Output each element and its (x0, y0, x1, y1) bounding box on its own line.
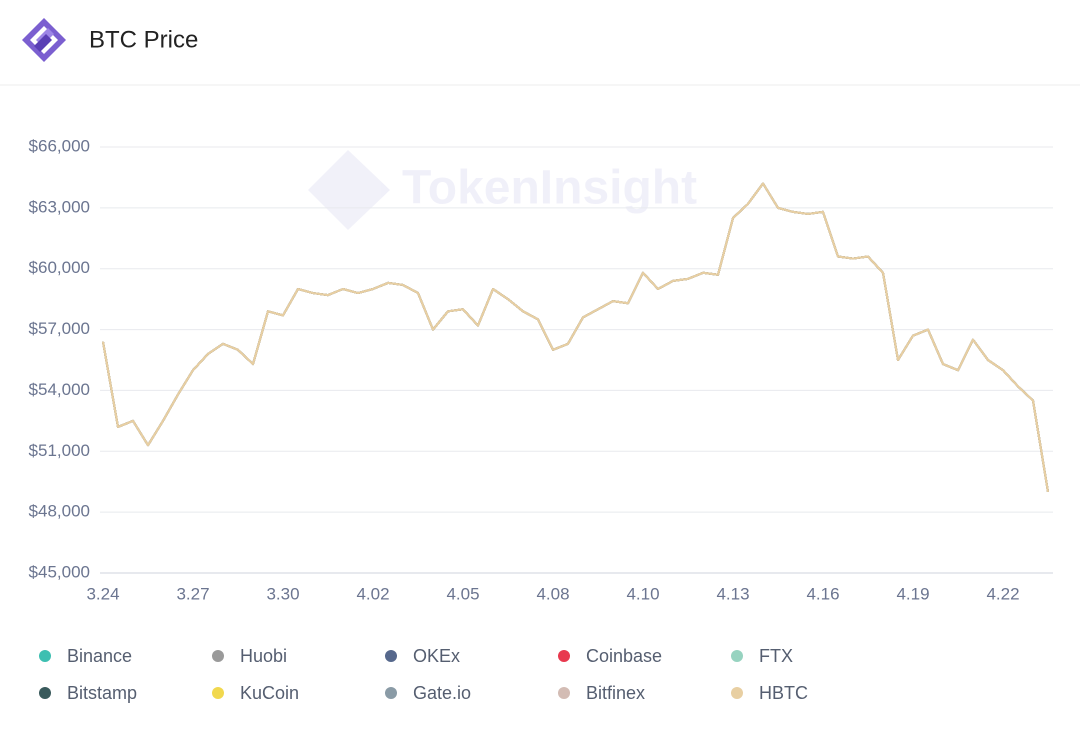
legend-swatch (39, 650, 51, 662)
y-tick-label: $51,000 (29, 441, 90, 460)
y-tick-label: $66,000 (29, 136, 90, 155)
legend-swatch (731, 650, 743, 662)
x-tick-label: 4.13 (716, 584, 749, 603)
y-tick-label: $54,000 (29, 380, 90, 399)
legend-swatch (212, 687, 224, 699)
price-line (102, 182, 1049, 493)
legend-swatch (731, 687, 743, 699)
price-line (102, 182, 1049, 493)
legend-label: Bitstamp (67, 683, 137, 703)
legend-label: Binance (67, 646, 132, 666)
logo (22, 18, 66, 62)
legend-swatch (558, 687, 570, 699)
x-tick-label: 4.08 (536, 584, 569, 603)
price-line (102, 182, 1049, 493)
y-tick-label: $57,000 (29, 319, 90, 338)
price-line (102, 182, 1049, 493)
x-tick-label: 3.27 (176, 584, 209, 603)
price-line (102, 182, 1049, 493)
price-line (102, 182, 1049, 493)
legend-swatch (385, 687, 397, 699)
legend-label: Coinbase (586, 646, 662, 666)
price-line (102, 182, 1049, 493)
legend-label: Bitfinex (586, 683, 645, 703)
x-tick-label: 3.30 (266, 584, 299, 603)
y-tick-label: $60,000 (29, 258, 90, 277)
legend-label: OKEx (413, 646, 460, 666)
x-tick-label: 4.22 (986, 584, 1019, 603)
page-title: BTC Price (89, 26, 198, 53)
legend-label: KuCoin (240, 683, 299, 703)
y-tick-label: $48,000 (29, 502, 90, 521)
watermark: TokenInsight (402, 162, 697, 215)
x-tick-label: 4.10 (626, 584, 659, 603)
y-tick-label: $63,000 (29, 197, 90, 216)
x-tick-label: 3.24 (86, 584, 119, 603)
legend-swatch (39, 687, 51, 699)
legend-label: Huobi (240, 646, 287, 666)
legend-swatch (385, 650, 397, 662)
price-line (102, 182, 1049, 493)
watermark-group: TokenInsight (308, 150, 697, 230)
legend-swatch (558, 650, 570, 662)
legend-swatch (212, 650, 224, 662)
x-tick-label: 4.19 (896, 584, 929, 603)
price-line (102, 182, 1049, 493)
y-tick-label: $45,000 (29, 562, 90, 581)
x-tick-label: 4.05 (446, 584, 479, 603)
legend-label: FTX (759, 646, 793, 666)
legend-label: Gate.io (413, 683, 471, 703)
x-tick-label: 4.16 (806, 584, 839, 603)
price-line (102, 182, 1049, 493)
legend-label: HBTC (759, 683, 808, 703)
x-tick-label: 4.02 (356, 584, 389, 603)
